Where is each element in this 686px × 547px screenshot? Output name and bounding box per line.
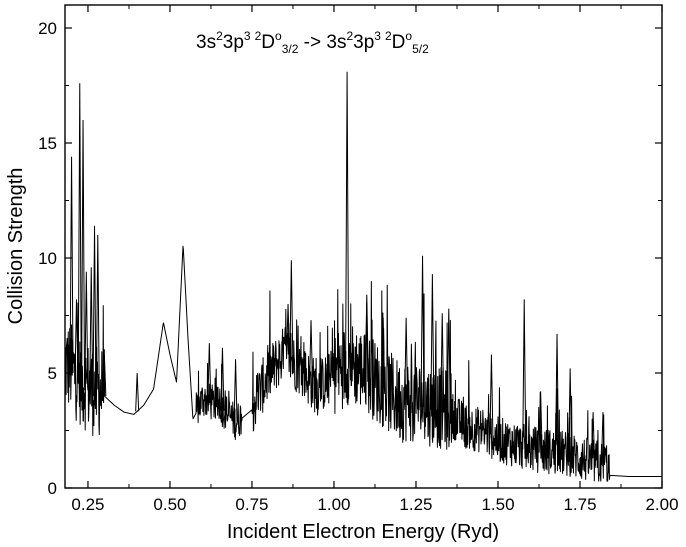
resonance-peak <box>77 83 82 384</box>
x-tick-label: 1.50 <box>481 495 514 514</box>
resonance-peak <box>69 156 74 374</box>
resonance-peak <box>404 317 409 406</box>
title-lower-exp2: 3 <box>244 29 251 43</box>
x-tick-label: 1.25 <box>399 495 432 514</box>
resonance-peak <box>591 412 596 465</box>
title-upper-config: 3s <box>326 32 346 53</box>
resonance-peak <box>489 354 494 439</box>
resonance-peak <box>555 333 560 455</box>
title-upper-exp1: 2 <box>346 29 353 43</box>
title-upper-mid: 3p <box>353 32 374 53</box>
x-axis-title: Incident Electron Energy (Ryd) <box>227 521 499 543</box>
resonance-peak <box>568 368 573 458</box>
title-arrow: -> <box>298 32 326 53</box>
x-tick-label: 0.50 <box>153 495 186 514</box>
resonance-peak <box>102 354 107 397</box>
y-tick-label: 20 <box>38 19 57 38</box>
resonance-peak <box>74 299 79 380</box>
y-axis-title: Collision Strength <box>5 168 27 325</box>
title-upper-exp2: 3 <box>374 29 381 43</box>
resonance-peak <box>95 234 100 397</box>
resonance-peak <box>135 372 140 412</box>
resonance-peak <box>309 320 314 385</box>
resonance-peak <box>420 255 425 408</box>
tick-layer: 0.25 0.50 0.75 1.00 1.25 1.50 1.75 2.00 0 5 10 15 20 <box>38 5 679 514</box>
plot-title: 3s23p3 2Do3/2 -> 3s23p3 2Do5/2 <box>196 29 429 56</box>
resonance-peak <box>89 267 94 394</box>
title-upper-mult: 2 <box>385 29 392 43</box>
title-upper-term: D <box>392 32 406 53</box>
plot-frame <box>64 4 663 489</box>
resonance-peak <box>364 294 369 378</box>
resonance-peak <box>84 271 89 391</box>
title-lower-config: 3s <box>196 32 216 53</box>
title-upper-parity: o <box>405 29 412 43</box>
x-tick-label: 1.00 <box>317 495 350 514</box>
title-lower-mid: 3p <box>223 32 244 53</box>
title-lower-term: D <box>261 32 275 53</box>
title-lower-mult: 2 <box>255 29 262 43</box>
y-tick-label: 15 <box>38 134 57 153</box>
title-lower-parity: o <box>275 29 282 43</box>
resonance-peak <box>286 303 291 359</box>
resonance-peak <box>600 412 605 466</box>
x-tick-label: 0.25 <box>71 495 104 514</box>
resonance-peak <box>538 391 543 453</box>
resonance-peak <box>92 225 97 397</box>
resonance-peak <box>381 317 386 392</box>
title-upper-j: 5/2 <box>412 42 429 56</box>
collision-strength-series <box>64 245 662 482</box>
resonance-peak <box>440 313 445 413</box>
resonance-peak <box>430 274 435 410</box>
resonance-peak <box>81 119 86 388</box>
resonance-peak <box>207 343 212 404</box>
x-tick-label: 1.75 <box>563 495 596 514</box>
y-tick-label: 0 <box>48 479 57 498</box>
resonance-peak <box>220 347 225 411</box>
resonance-peak <box>522 299 527 450</box>
resonance-peak <box>289 260 294 362</box>
title-lower-j: 3/2 <box>282 42 299 56</box>
x-tick-label: 0.75 <box>235 495 268 514</box>
data-layer <box>64 71 662 482</box>
resonance-peak <box>233 359 238 424</box>
resonance-peak <box>446 308 451 415</box>
x-tick-label: 2.00 <box>645 495 678 514</box>
title-lower-exp1: 2 <box>216 29 223 43</box>
resonance-peak <box>345 71 350 369</box>
y-tick-label: 10 <box>38 249 57 268</box>
y-tick-label: 5 <box>48 364 57 383</box>
